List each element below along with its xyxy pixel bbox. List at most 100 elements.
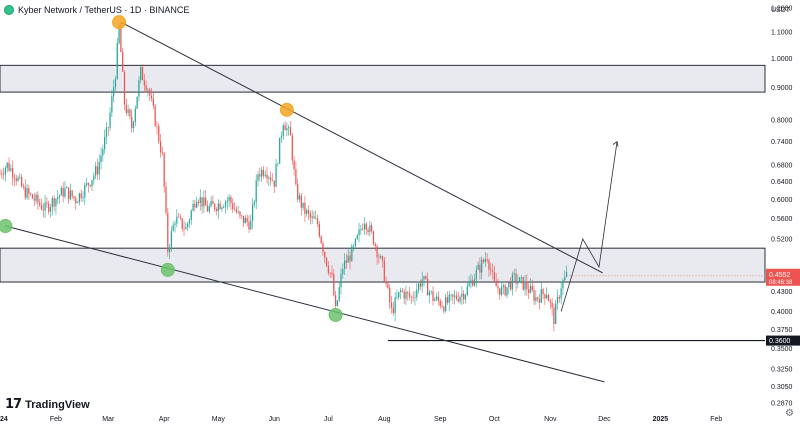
candle-body <box>67 187 70 200</box>
candle-body <box>439 300 441 307</box>
candle-body <box>508 282 510 288</box>
current-price-tag <box>766 268 800 286</box>
candle-body <box>149 89 151 96</box>
candle-body <box>515 273 517 284</box>
time-tick-label: Nov <box>544 416 557 423</box>
candle-body <box>156 125 158 127</box>
candle-body <box>500 286 503 295</box>
candle-body <box>488 260 490 270</box>
resistance-zone <box>0 64 766 93</box>
quote-currency: USDT <box>771 7 791 14</box>
candle-body <box>417 283 420 290</box>
candle-body <box>260 169 263 177</box>
price-tick-label: 0.9000 <box>771 85 793 92</box>
candle-body <box>136 96 138 109</box>
candle-body <box>100 155 102 163</box>
candle-body <box>372 231 375 245</box>
candle-body <box>423 276 425 280</box>
candle-body <box>479 264 481 273</box>
candle-body <box>58 195 61 198</box>
candle-body <box>212 201 214 204</box>
price-tick-label: 0.3500 <box>771 346 793 353</box>
candle-body <box>161 152 164 154</box>
time-tick-label: Feb <box>50 416 62 423</box>
candle-body <box>271 180 274 181</box>
candle-body <box>347 255 349 263</box>
candle-body <box>403 291 405 299</box>
candle-body <box>232 203 234 210</box>
candle-body <box>114 78 117 87</box>
candle-body <box>320 236 322 244</box>
candle-body <box>85 183 88 185</box>
candle-body <box>284 125 286 131</box>
candle-body <box>262 169 265 176</box>
candle-body <box>75 198 77 204</box>
candle-body <box>196 201 198 208</box>
candle-body <box>275 164 277 187</box>
candle-body <box>201 197 203 207</box>
symbol-title[interactable]: Kyber Network / TetherUS · 1D · BINANCE <box>18 5 190 15</box>
candle-body <box>104 137 106 150</box>
candle-body <box>529 285 532 293</box>
candle-body <box>40 204 43 210</box>
price-tick-label: 0.3050 <box>771 384 793 391</box>
price-tick-label: 0.4000 <box>771 309 793 316</box>
candle-body <box>123 71 126 105</box>
candle-body <box>185 227 187 230</box>
tradingview-logo[interactable]: 17 TradingView <box>5 397 90 412</box>
candle-body <box>497 286 499 289</box>
candle-body <box>426 278 429 296</box>
candle-body <box>188 220 191 224</box>
price-tick-label: 0.3250 <box>771 366 793 373</box>
candle-body <box>8 162 10 171</box>
candle-body <box>122 52 124 72</box>
time-tick-label: May <box>212 416 226 423</box>
candle-body <box>338 287 340 301</box>
candle-body <box>509 282 512 290</box>
time-tick-label: Sep <box>434 416 447 423</box>
swing-low-3 <box>328 307 343 322</box>
candle-body <box>35 194 37 201</box>
candle-body <box>116 43 118 79</box>
candle-body <box>329 272 331 274</box>
candle-body <box>463 293 465 300</box>
candle-body <box>325 257 328 266</box>
candle-body <box>365 223 367 230</box>
candle-body <box>486 259 488 261</box>
candle-body <box>345 260 348 263</box>
candle-body <box>419 283 422 287</box>
candle-body <box>138 80 140 97</box>
candle-body <box>2 174 5 176</box>
candle-body <box>89 185 91 187</box>
candle-body <box>300 195 302 208</box>
candle-body <box>217 203 219 212</box>
candle-body <box>358 229 360 236</box>
candle-body <box>538 298 541 303</box>
candle-body <box>513 273 515 275</box>
candle-body <box>477 264 479 270</box>
gear-icon[interactable]: ⚙ <box>785 408 794 419</box>
candle-body <box>542 289 544 295</box>
candle-body <box>313 216 315 219</box>
candle-body <box>511 274 514 290</box>
candle-body <box>473 279 476 286</box>
candle-body <box>279 137 281 164</box>
candle-body <box>264 174 266 176</box>
candle-body <box>394 297 396 314</box>
candle-body <box>380 256 382 258</box>
candle-body <box>174 223 176 225</box>
time-axis: 2024 Feb Mar Apr May Jun Jul Aug Sep Oct Nov Dec 202… <box>0 416 722 423</box>
candle-body <box>6 162 8 169</box>
candle-body <box>434 299 436 301</box>
candle-body <box>84 184 86 198</box>
candle-body <box>277 163 279 165</box>
candle-body <box>558 296 560 299</box>
candle-body <box>435 296 438 300</box>
candle-body <box>141 67 144 81</box>
price-tick-label: 0.4300 <box>771 289 793 296</box>
candle-body <box>150 95 153 99</box>
time-tick-label: Dec <box>598 416 611 423</box>
candle-body <box>154 105 156 126</box>
time-tick-label: Feb <box>710 416 722 423</box>
